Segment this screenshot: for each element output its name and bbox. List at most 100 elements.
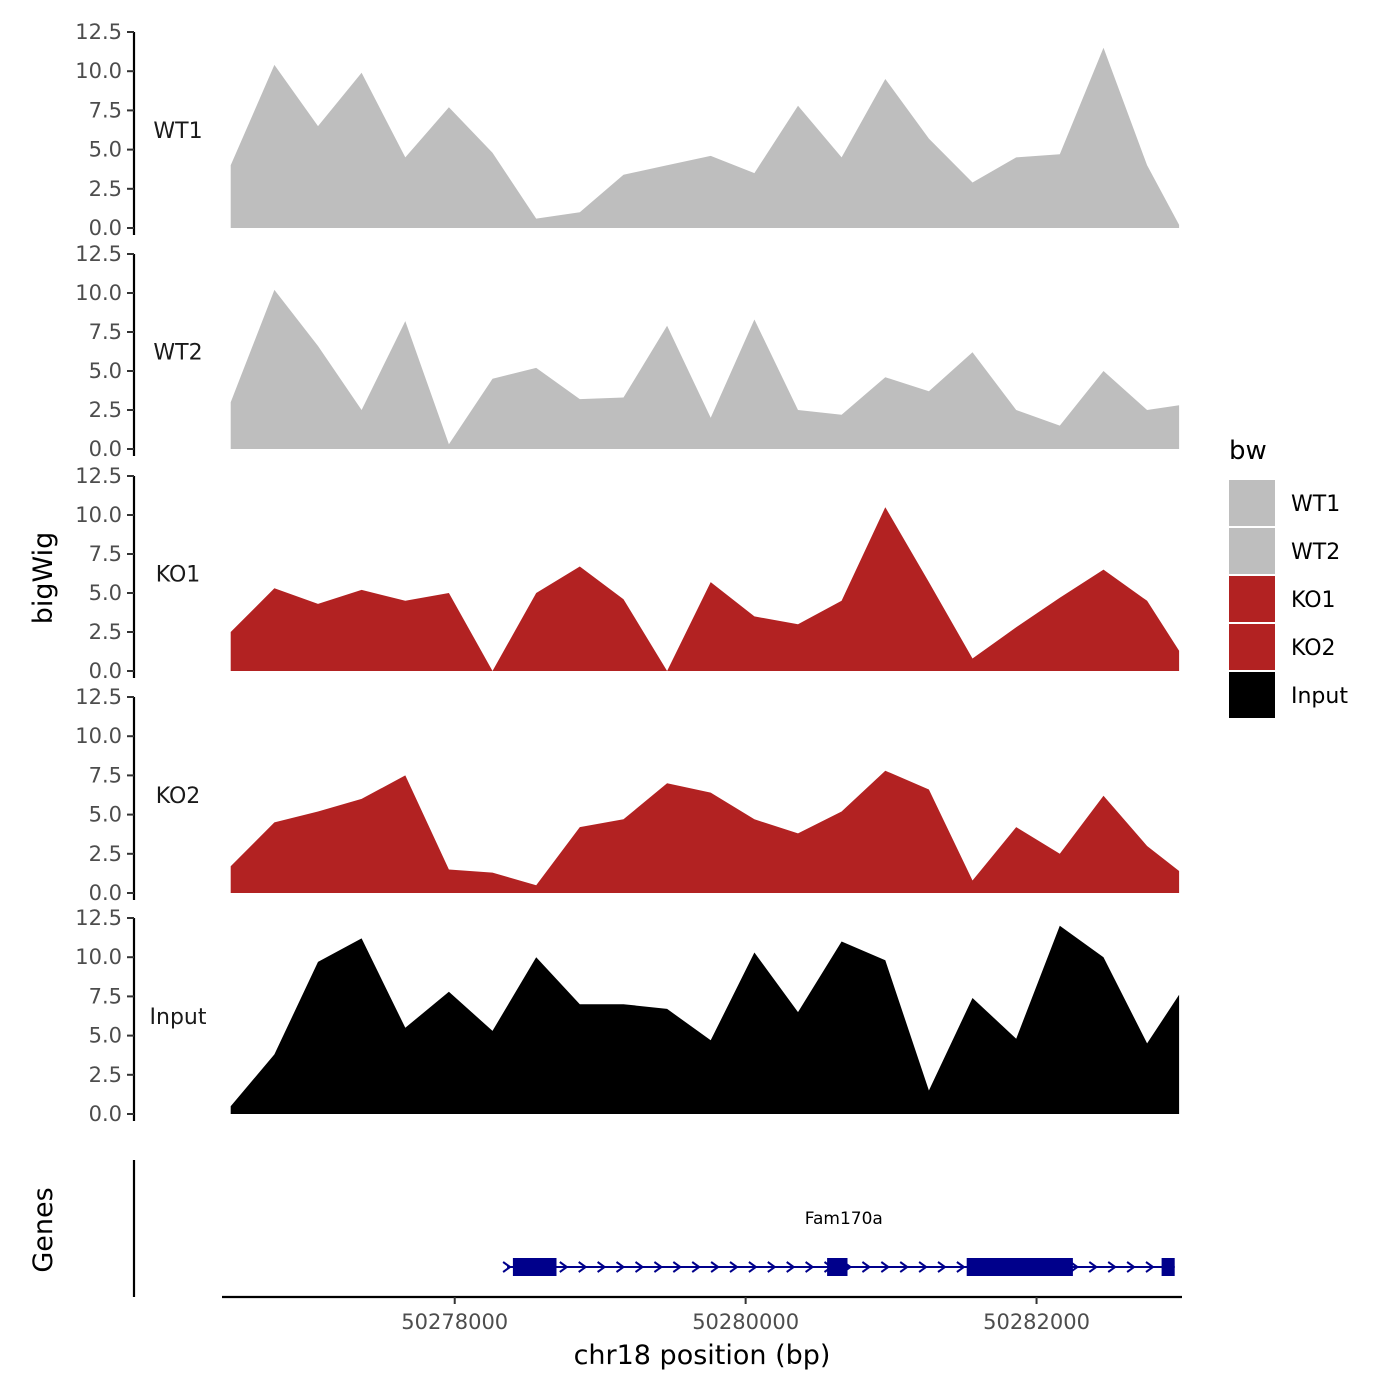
strand-arrow [918, 1261, 928, 1273]
y-tick-label: 10.0 [75, 503, 122, 527]
gene-exon [1161, 1258, 1175, 1276]
y-tick-label: 10.0 [75, 59, 122, 83]
strand-arrow [502, 1261, 512, 1273]
y-tick-label: 0.0 [89, 1102, 122, 1126]
area-ko2 [230, 770, 1180, 893]
strand-arrow [786, 1261, 796, 1273]
legend-item-wt1: WT1 [1229, 480, 1340, 526]
track-ko1: 0.0 2.5 5.0 7.5 10.0 12.5 KO1 [75, 464, 1180, 683]
y-tick-label: 5.0 [89, 803, 122, 827]
y-tick-label: 10.0 [75, 724, 122, 748]
x-tick-label: 50280000 [692, 1310, 799, 1334]
area-wt2 [230, 289, 1180, 449]
bigwig-tracks: 0.0 2.5 5.0 7.5 10.0 12.5 WT1 0.0 2.5 5.0 7.5 10.0 1… [75, 20, 1180, 1126]
y-tick-label: 2.5 [89, 620, 122, 644]
track-label: WT2 [153, 341, 202, 366]
y-tick-label: 5.0 [89, 138, 122, 162]
strand-arrow [956, 1261, 966, 1273]
track-label: Input [150, 1005, 207, 1030]
y-tick-label: 10.0 [75, 945, 122, 969]
strand-arrow [1088, 1261, 1099, 1273]
y-tick-label: 12.5 [75, 685, 122, 709]
y-tick-label: 5.0 [89, 359, 122, 383]
genes-axis-title: Genes [28, 1187, 59, 1272]
legend-key [1229, 480, 1275, 526]
track-input: 0.0 2.5 5.0 7.5 10.0 12.5 Input [75, 906, 1180, 1126]
y-tick-label: 0.0 [89, 437, 122, 461]
track-label: KO2 [156, 784, 201, 809]
strand-arrow [653, 1261, 664, 1273]
area-wt1 [230, 47, 1180, 229]
strand-arrow [767, 1261, 777, 1273]
strand-arrow [691, 1261, 701, 1273]
strand-arrow [615, 1261, 626, 1273]
legend-item-ko1: KO1 [1229, 576, 1336, 622]
y-tick-label: 7.5 [89, 542, 122, 566]
y-tick-label: 7.5 [89, 98, 122, 122]
y-tick-label: 12.5 [75, 906, 122, 930]
strand-arrow [899, 1261, 909, 1273]
track-wt2: 0.0 2.5 5.0 7.5 10.0 12.5 WT2 [75, 242, 1180, 461]
y-tick-label: 2.5 [89, 398, 122, 422]
strand-arrow [578, 1261, 588, 1273]
legend-key [1229, 576, 1275, 622]
y-tick-label: 7.5 [89, 320, 122, 344]
y-tick-label: 2.5 [89, 1063, 122, 1087]
gene-name: Fam170a [805, 1209, 883, 1229]
strand-arrow [748, 1261, 758, 1273]
area-ko1 [230, 507, 1180, 671]
strand-arrow [861, 1261, 872, 1273]
track-ko2: 0.0 2.5 5.0 7.5 10.0 12.5 KO2 [75, 685, 1180, 905]
y-tick-label: 0.0 [89, 216, 122, 240]
y-tick-label: 7.5 [89, 763, 122, 787]
legend-key [1229, 624, 1275, 670]
genes-track: Fam170a [132, 1160, 1175, 1297]
strand-arrow [672, 1261, 683, 1273]
y-axis-title: bigWig [28, 532, 59, 625]
y-tick-label: 5.0 [89, 1024, 122, 1048]
y-tick-label: 5.0 [89, 581, 122, 605]
y-tick-label: 0.0 [89, 881, 122, 905]
legend-item-wt2: WT2 [1229, 528, 1340, 574]
strand-arrow [710, 1261, 720, 1273]
strand-arrow [1126, 1261, 1136, 1273]
legend-title: bw [1229, 436, 1267, 466]
y-tick-label: 0.0 [89, 659, 122, 683]
strand-arrow [634, 1261, 645, 1273]
track-label: WT1 [153, 119, 202, 144]
strand-arrow [1107, 1261, 1117, 1273]
x-tick-label: 50278000 [401, 1310, 508, 1334]
legend-label: KO1 [1291, 588, 1336, 613]
strand-arrow [729, 1261, 739, 1273]
legend-label: Input [1291, 684, 1348, 709]
legend-item-ko2: KO2 [1229, 624, 1336, 670]
y-tick-label: 2.5 [89, 842, 122, 866]
strand-arrow [880, 1261, 891, 1273]
y-tick-label: 12.5 [75, 464, 122, 488]
x-axis: 50278000 50280000 50282000 [222, 1295, 1182, 1334]
strand-arrow [597, 1261, 607, 1273]
legend-label: KO2 [1291, 636, 1336, 661]
y-tick-label: 2.5 [89, 177, 122, 201]
strand-arrow [1145, 1261, 1155, 1273]
legend-item-input: Input [1229, 672, 1348, 718]
legend-key [1229, 672, 1275, 718]
legend-label: WT1 [1291, 492, 1340, 517]
x-tick-label: 50282000 [983, 1310, 1090, 1334]
track-wt1: 0.0 2.5 5.0 7.5 10.0 12.5 WT1 [75, 20, 1180, 240]
legend: bw WT1 WT2 KO1 KO2 Input [1229, 436, 1348, 718]
strand-arrow [559, 1261, 569, 1273]
area-input [230, 925, 1180, 1114]
gene-exon [512, 1258, 557, 1276]
x-axis-title: chr18 position (bp) [574, 1340, 831, 1371]
y-tick-label: 12.5 [75, 20, 122, 44]
legend-label: WT2 [1291, 540, 1340, 565]
gene-exon [966, 1258, 1073, 1276]
y-tick-label: 7.5 [89, 984, 122, 1008]
y-tick-label: 10.0 [75, 281, 122, 305]
y-tick-label: 12.5 [75, 242, 122, 266]
track-label: KO1 [156, 563, 201, 588]
strand-arrow [805, 1261, 815, 1273]
gene-exon [827, 1258, 848, 1276]
